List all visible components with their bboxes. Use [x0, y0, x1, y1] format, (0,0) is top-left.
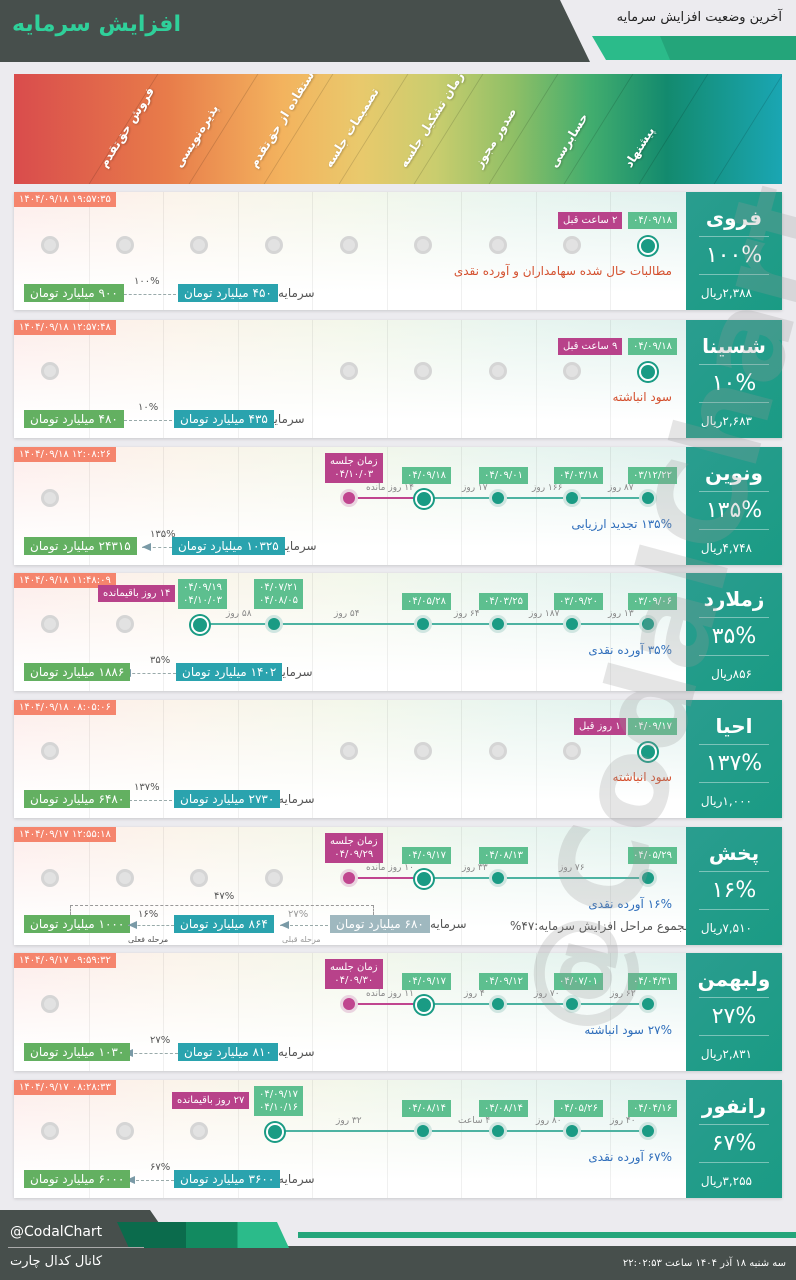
company-card-zomlard[interactable]: ۱۴۰۴/۰۹/۱۸ ۱۱:۴۸:۰۹ ۱۴ روز باقیمانده ۰۴/…	[14, 573, 782, 691]
timestamp: ۱۴۰۴/۰۹/۱۷ ۱۲:۵۵:۱۸	[14, 827, 116, 842]
company-card-ranfoor[interactable]: ۱۴۰۴/۰۹/۱۷ ۰۸:۲۸:۳۳ ۲۷ روز باقیمانده ۰۴/…	[14, 1080, 782, 1198]
timestamp: ۱۴۰۴/۰۹/۱۷ ۰۹:۵۹:۳۲	[14, 953, 116, 968]
timestamp: ۱۴۰۴/۰۹/۱۷ ۰۸:۲۸:۳۳	[14, 1080, 116, 1095]
company-card-shasina[interactable]: ۱۴۰۴/۰۹/۱۸ ۱۲:۵۷:۴۸ ۰۴/۰۹/۱۸ ۹ ساعت قبل …	[14, 320, 782, 438]
company-card-ehya[interactable]: ۱۴۰۴/۰۹/۱۸ ۰۸:۰۵:۰۶ ۰۴/۰۹/۱۷ ۱ روز قبل س…	[14, 700, 782, 818]
channel-handle[interactable]: @CodalChart	[10, 1224, 103, 1240]
company-summary: فروی ۱۰۰% ۲,۳۸۸ریال	[686, 192, 782, 310]
company-card-valbahman[interactable]: ۱۴۰۴/۰۹/۱۷ ۰۹:۵۹:۳۲ زمان جلسه ۰۴/۰۹/۳۰ ۰۴…	[14, 953, 782, 1071]
timestamp: ۱۴۰۴/۰۹/۱۸ ۱۹:۵۷:۳۵	[14, 192, 116, 207]
company-card-vanovin[interactable]: ۱۴۰۴/۰۹/۱۸ ۱۲:۰۸:۲۶ زمان جلسه ۰۴/۱۰/۰۳ ۰۴…	[14, 447, 782, 565]
header: افزایش سرمایه آخرین وضعیت افزایش سرمایه	[0, 0, 796, 62]
page-subtitle: آخرین وضعیت افزایش سرمایه	[616, 10, 782, 25]
footer: @CodalChart کانال کدال چارت سه شنبه ۱۸ آ…	[0, 1210, 796, 1280]
timestamp: ۱۴۰۴/۰۹/۱۸ ۰۸:۰۵:۰۶	[14, 700, 116, 715]
footer-datetime: سه شنبه ۱۸ آذر ۱۴۰۴ ساعت ۲۲:۰۲:۵۳	[622, 1258, 786, 1269]
channel-name: کانال کدال چارت	[10, 1254, 103, 1269]
timestamp: ۱۴۰۴/۰۹/۱۸ ۱۱:۴۸:۰۹	[14, 573, 116, 588]
current-stage-dot	[639, 237, 657, 255]
page-title: افزایش سرمایه	[12, 12, 181, 37]
timestamp: ۱۴۰۴/۰۹/۱۸ ۱۲:۰۸:۲۶	[14, 447, 116, 462]
company-card-pakhsh[interactable]: ۱۴۰۴/۰۹/۱۷ ۱۲:۵۵:۱۸ زمان جلسه ۰۴/۰۹/۲۹ ۰۴…	[14, 827, 782, 945]
timestamp: ۱۴۰۴/۰۹/۱۸ ۱۲:۵۷:۴۸	[14, 320, 116, 335]
stage-header: ثبت آگهی فروش حق‌تقدم پذیره‌نویسی استفاد…	[14, 74, 782, 184]
company-card-foroo[interactable]: ۱۴۰۴/۰۹/۱۸ ۱۹:۵۷:۳۵ ۰۴/۰۹/۱۸ ۲ ساعت قبل …	[14, 192, 782, 310]
